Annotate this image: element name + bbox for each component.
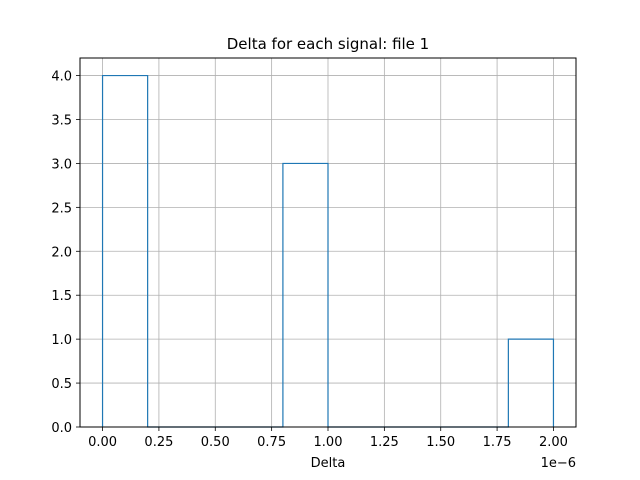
x-tick-label: 2.00 [539,435,568,450]
histogram-bars [101,74,555,428]
x-tick-label: 1.25 [370,435,399,450]
y-tick-label: 1.5 [51,289,72,304]
y-tick-label: 3.0 [51,157,72,172]
chart-title: Delta for each signal: file 1 [227,35,429,53]
x-tick-label: 0.25 [144,435,173,450]
x-tick-label: 1.50 [426,435,455,450]
y-tick-label: 2.0 [51,245,72,260]
y-tick-label: 2.5 [51,201,72,216]
x-tick-label: 0.50 [201,435,230,450]
x-tick-label: 0.00 [88,435,117,450]
x-tick-label: 1.75 [483,435,512,450]
y-tick-label: 3.5 [51,114,72,129]
x-tick-label: 0.75 [257,435,286,450]
y-tick-label: 4.0 [51,70,72,85]
x-axis-label: Delta [311,456,346,471]
x-axis-offset-text: 1e−6 [541,456,576,471]
x-tick-label: 1.00 [314,435,343,450]
y-tick-label: 1.0 [51,333,72,348]
y-axis-ticks: 0.0 0.5 1.0 1.5 2.0 2.5 3.0 3.5 4.0 [51,70,80,436]
y-tick-label: 0.0 [51,421,72,436]
histogram-step-outline [101,74,555,428]
x-axis-ticks: 0.00 0.25 0.50 0.75 1.00 1.25 1.50 1.75 2.00 [88,427,568,450]
y-tick-label: 0.5 [51,377,72,392]
